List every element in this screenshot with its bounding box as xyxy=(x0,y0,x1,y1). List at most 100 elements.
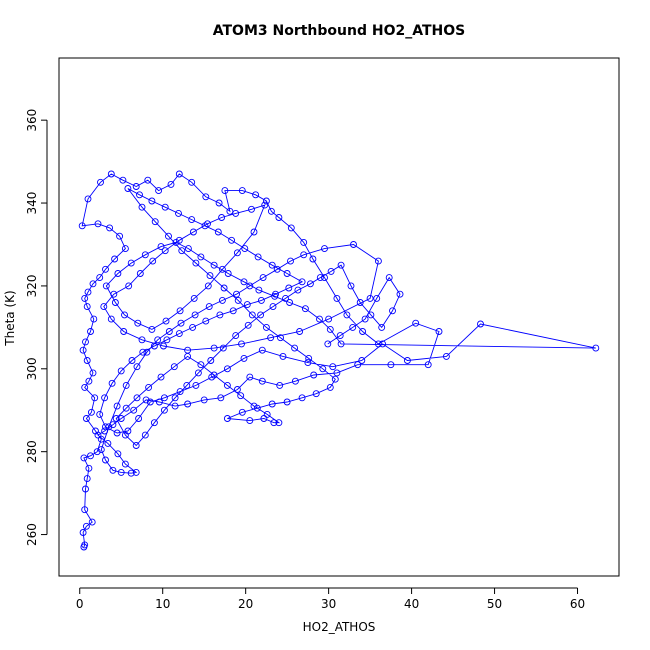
data-point xyxy=(257,311,265,319)
data-point xyxy=(442,352,450,360)
data-point xyxy=(142,396,150,404)
data-point xyxy=(146,398,154,406)
data-point xyxy=(327,267,335,275)
data-point xyxy=(258,346,266,354)
data-point xyxy=(276,381,284,389)
data-point xyxy=(333,369,341,377)
data-point xyxy=(87,328,94,335)
data-point xyxy=(191,311,199,319)
data-point xyxy=(100,303,108,311)
data-point xyxy=(379,340,387,348)
data-point xyxy=(78,222,86,230)
data-point xyxy=(261,201,269,209)
data-point xyxy=(218,214,226,221)
data-point xyxy=(163,336,171,344)
data-point xyxy=(89,280,97,288)
x-tick-label: 20 xyxy=(238,597,253,611)
data-point xyxy=(114,270,122,277)
data-point xyxy=(286,299,294,306)
data-point xyxy=(105,423,113,431)
data-point xyxy=(116,232,124,240)
data-point xyxy=(122,381,130,389)
data-point xyxy=(141,431,149,439)
data-point xyxy=(250,402,258,410)
data-point xyxy=(101,394,109,402)
data-point xyxy=(277,334,284,342)
data-point xyxy=(160,394,168,402)
data-point xyxy=(197,253,205,261)
data-point xyxy=(155,187,163,195)
data-point xyxy=(238,340,245,348)
data-point xyxy=(343,311,351,319)
data-point xyxy=(88,518,96,526)
data-point xyxy=(262,323,270,331)
data-point xyxy=(91,394,99,402)
data-point xyxy=(194,369,202,377)
data-point xyxy=(232,332,240,340)
data-point xyxy=(112,415,120,422)
data-point xyxy=(97,435,105,443)
data-point xyxy=(161,203,169,211)
data-point xyxy=(424,361,432,369)
data-point xyxy=(81,294,89,302)
data-point xyxy=(374,257,382,265)
data-point xyxy=(238,408,246,416)
data-point xyxy=(279,352,287,360)
data-point xyxy=(119,176,127,184)
data-point xyxy=(111,299,119,306)
data-point xyxy=(189,323,197,331)
data-point xyxy=(350,241,357,248)
data-point xyxy=(184,400,192,408)
data-point xyxy=(143,348,151,356)
data-point xyxy=(188,178,196,186)
data-point xyxy=(326,383,334,391)
data-point xyxy=(154,336,162,344)
data-point xyxy=(136,270,144,277)
data-point xyxy=(216,311,224,319)
data-point xyxy=(128,357,136,364)
data-point xyxy=(359,328,367,335)
data-point xyxy=(389,307,396,315)
data-point xyxy=(97,446,105,454)
data-point xyxy=(101,427,109,435)
data-point xyxy=(300,251,308,259)
data-point xyxy=(85,464,93,472)
data-point xyxy=(144,176,152,184)
data-point xyxy=(113,402,121,410)
data-point xyxy=(139,348,147,356)
data-point xyxy=(300,238,308,246)
data-point xyxy=(109,421,117,429)
data-point xyxy=(177,319,185,327)
data-point xyxy=(208,373,216,381)
data-point xyxy=(106,224,114,232)
data-point xyxy=(192,259,200,267)
data-point xyxy=(121,460,129,468)
data-point xyxy=(321,274,328,282)
data-point xyxy=(149,257,157,265)
data-point xyxy=(233,386,241,393)
data-point xyxy=(246,417,254,425)
x-tick-label: 0 xyxy=(76,597,84,611)
data-point xyxy=(234,296,242,304)
data-point xyxy=(90,315,98,323)
data-point xyxy=(133,394,141,402)
data-point xyxy=(136,191,143,199)
data-point xyxy=(102,456,109,464)
data-point xyxy=(189,228,197,236)
data-point xyxy=(127,259,135,267)
data-point xyxy=(223,365,231,373)
data-point xyxy=(161,247,169,255)
data-point xyxy=(306,280,314,288)
data-point xyxy=(83,475,91,483)
data-point xyxy=(94,220,102,228)
data-point xyxy=(319,365,327,373)
data-point xyxy=(218,296,226,304)
data-point xyxy=(124,185,132,192)
y-tick-label: 320 xyxy=(25,274,39,297)
data-point xyxy=(190,294,198,302)
y-tick-label: 280 xyxy=(25,440,39,463)
x-tick-label: 50 xyxy=(487,597,502,611)
data-point xyxy=(223,381,231,389)
data-point xyxy=(396,290,404,298)
data-point xyxy=(176,307,184,315)
